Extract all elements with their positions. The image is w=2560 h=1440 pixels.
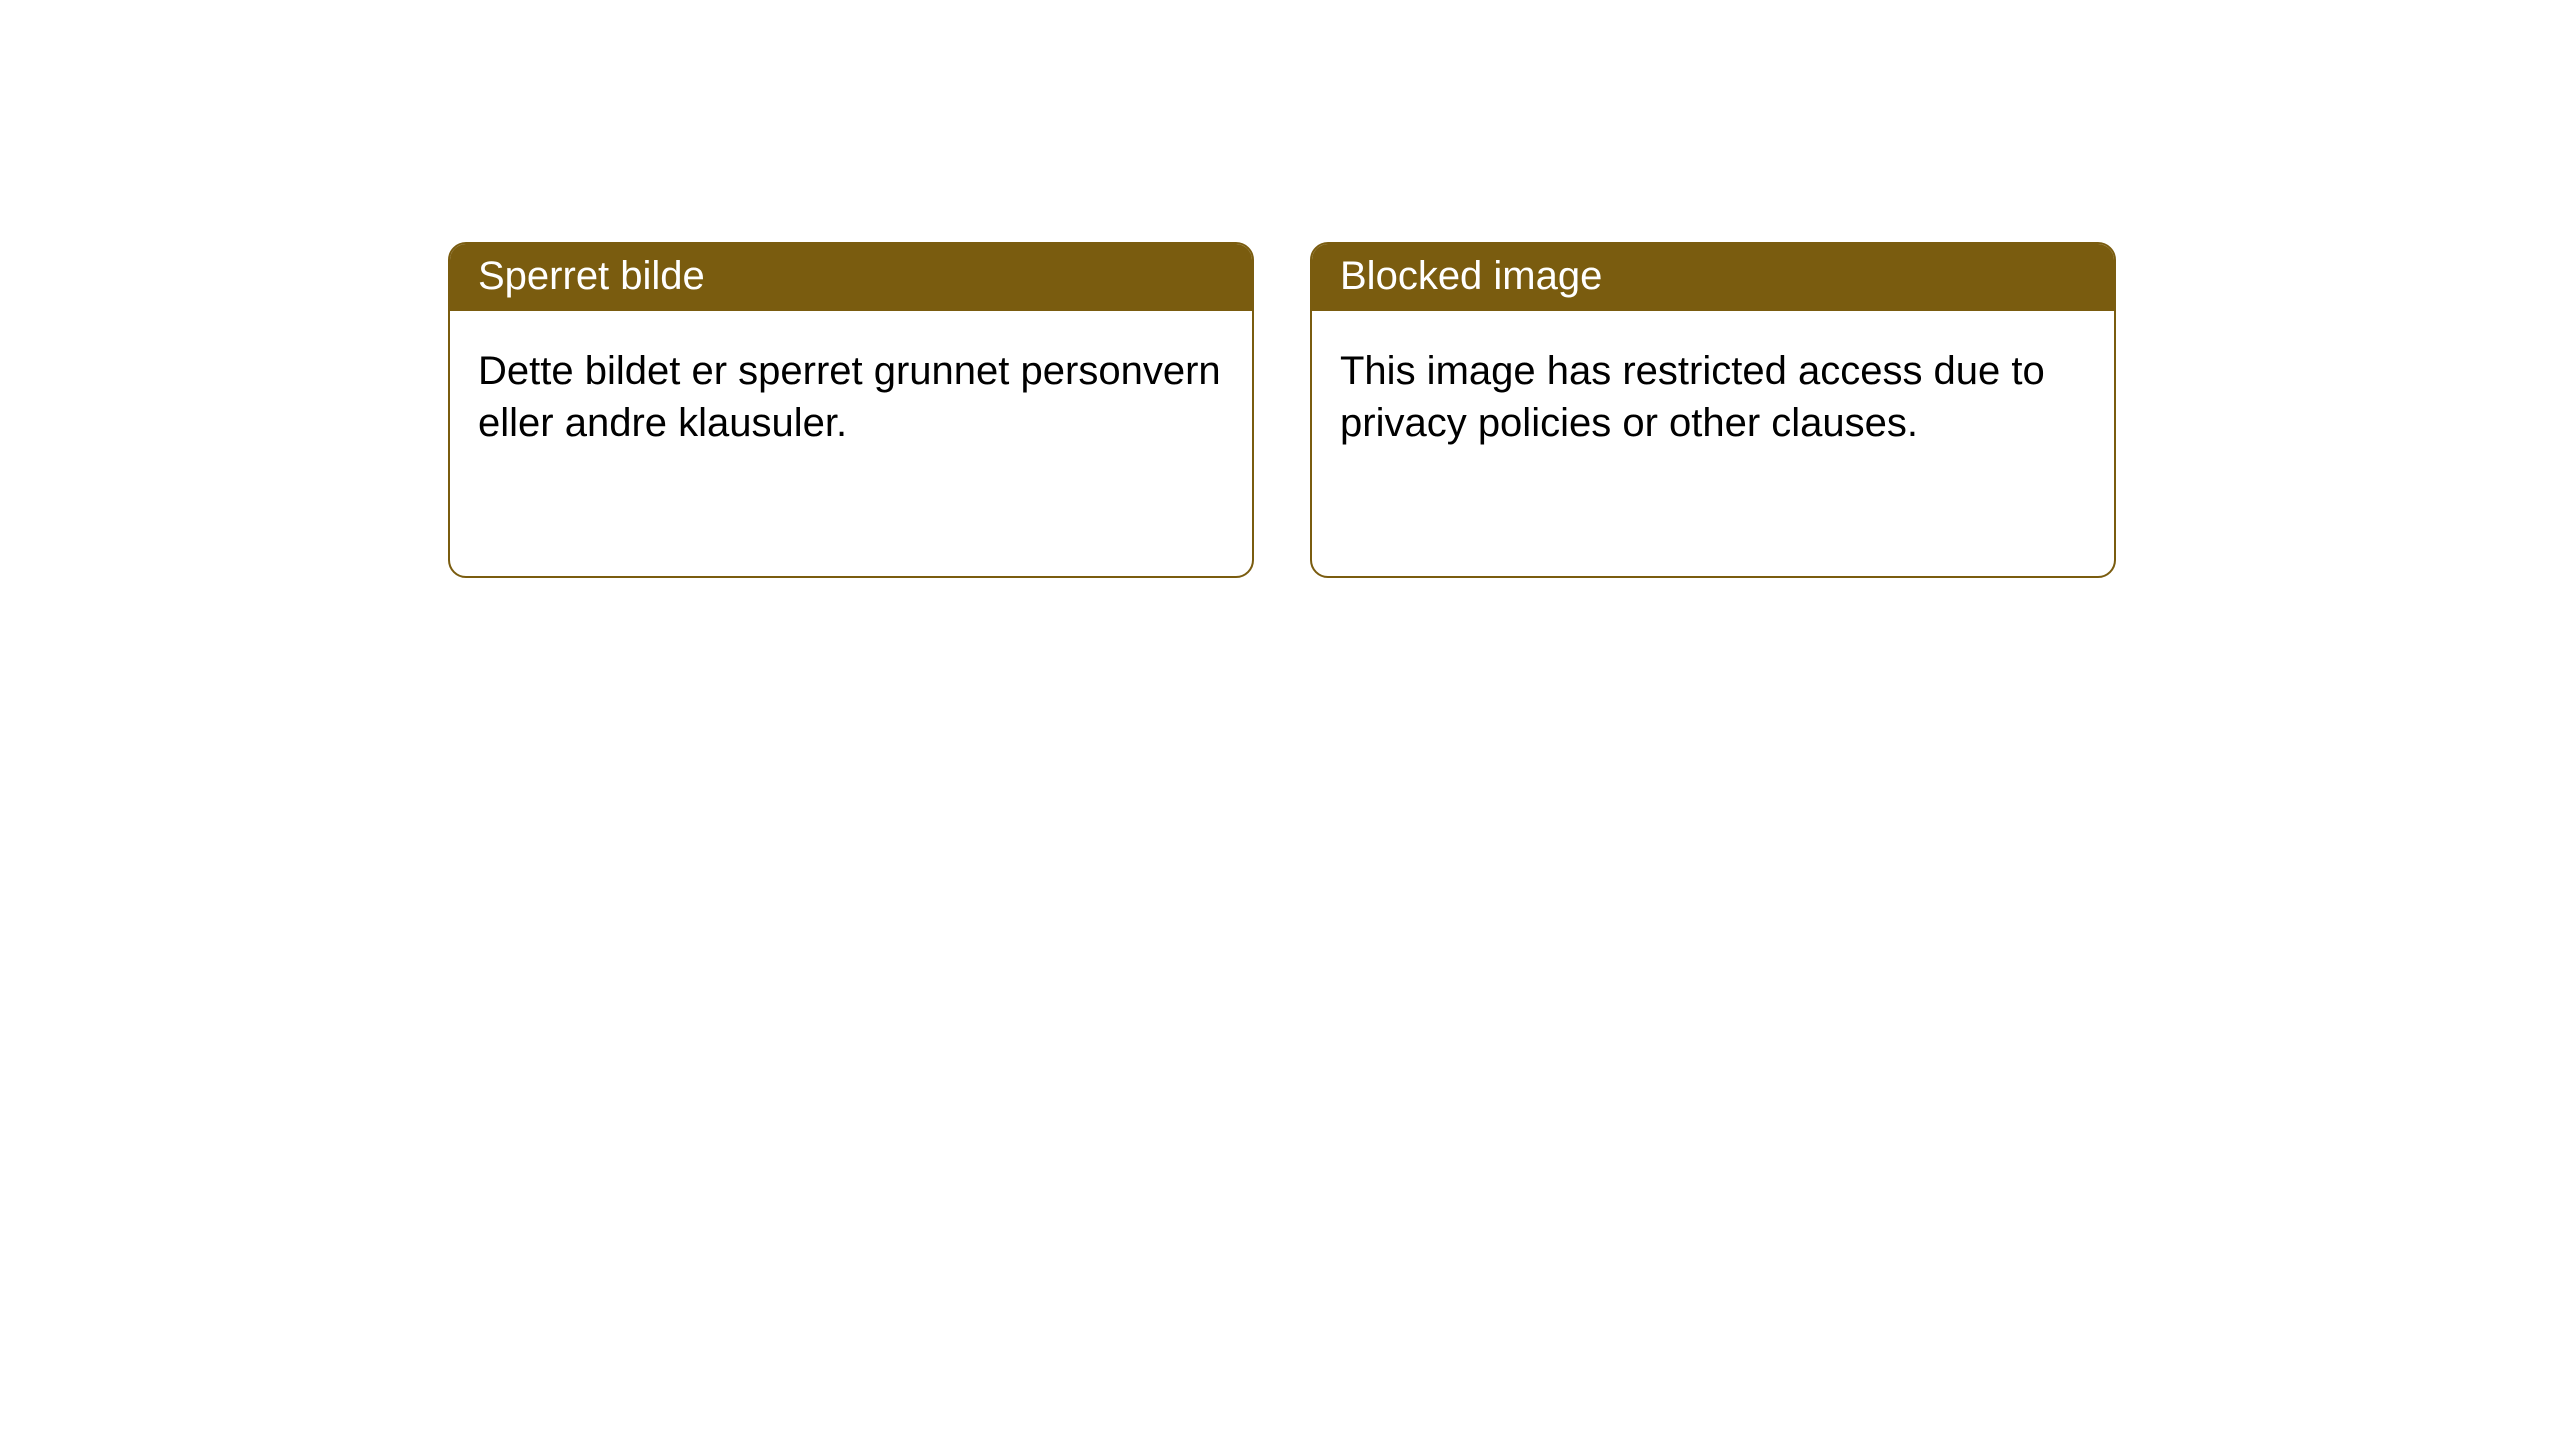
card-body-en: This image has restricted access due to … (1312, 311, 2114, 483)
notice-cards-container: Sperret bilde Dette bildet er sperret gr… (0, 0, 2560, 578)
card-body-no: Dette bildet er sperret grunnet personve… (450, 311, 1252, 483)
card-title-en: Blocked image (1312, 244, 2114, 311)
blocked-image-card-no: Sperret bilde Dette bildet er sperret gr… (448, 242, 1254, 578)
blocked-image-card-en: Blocked image This image has restricted … (1310, 242, 2116, 578)
card-title-no: Sperret bilde (450, 244, 1252, 311)
